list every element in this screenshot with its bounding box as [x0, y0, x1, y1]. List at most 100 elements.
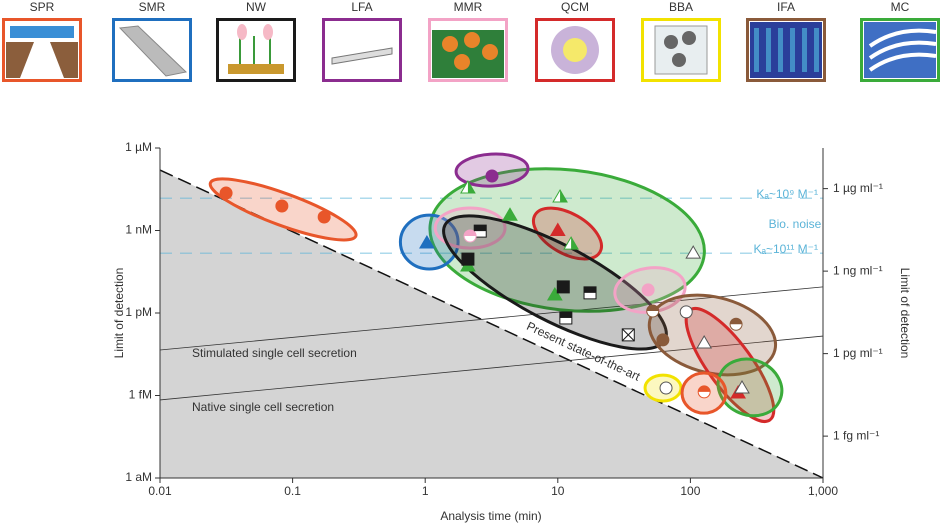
platform-icon	[860, 18, 940, 82]
platform-icon	[428, 18, 508, 82]
icon-shape	[331, 47, 393, 65]
line-label: Kₐ~10¹¹ M⁻¹	[754, 242, 818, 256]
y-tick-label: 1 pM	[125, 305, 152, 319]
marker	[419, 235, 435, 249]
y-tick-label: 1 nM	[125, 223, 152, 237]
marker-half	[698, 385, 711, 392]
platform-icon	[746, 18, 826, 82]
marker-half	[646, 305, 659, 312]
platform-icon	[2, 18, 82, 82]
marker	[659, 381, 673, 395]
platform-label: NW	[246, 0, 267, 14]
icon-shape	[263, 24, 273, 40]
marker	[317, 210, 331, 224]
y-tick-label: 1 fM	[129, 388, 152, 402]
marker-half	[571, 237, 579, 250]
line-label: Kₐ~10⁹ M⁻¹	[756, 187, 818, 201]
marker-cross	[621, 328, 635, 342]
point	[219, 186, 233, 200]
marker-half	[730, 318, 743, 325]
platform-label: SPR	[30, 0, 55, 14]
marker	[502, 207, 518, 221]
x-tick-label: 10	[551, 484, 565, 498]
y-tick-label: 1 µM	[125, 140, 152, 154]
icon-shape	[868, 52, 937, 72]
marker	[696, 335, 713, 349]
platform-icon	[641, 18, 721, 82]
platform-label: BBA	[669, 0, 693, 14]
marker	[461, 252, 475, 266]
platform-icon	[112, 18, 192, 82]
point	[646, 304, 660, 318]
marker	[275, 199, 289, 213]
marker-half	[464, 230, 477, 237]
point	[583, 286, 597, 300]
point	[549, 222, 566, 236]
y2-tick-label: 1 pg ml⁻¹	[833, 346, 883, 360]
platform-label: QCM	[561, 0, 589, 14]
icon-shape	[790, 28, 795, 72]
marker	[734, 380, 750, 394]
point	[696, 335, 713, 349]
point-layer	[219, 169, 750, 399]
point	[461, 252, 475, 266]
point	[697, 385, 711, 399]
marker	[556, 280, 570, 294]
icon-shape	[442, 36, 458, 52]
icon-shape	[868, 28, 937, 48]
y2-tick-label: 1 fg ml⁻¹	[833, 428, 879, 442]
icon-shape	[563, 38, 587, 62]
icon-shape	[814, 28, 819, 72]
point	[546, 287, 563, 301]
icon-shape	[464, 32, 480, 48]
icon-shape	[778, 28, 783, 72]
point	[679, 305, 693, 319]
point	[734, 380, 750, 394]
marker-half	[560, 189, 568, 202]
icon-shape	[682, 31, 696, 45]
marker-half	[559, 311, 572, 318]
platform-label: IFA	[777, 0, 795, 14]
y-tick-label: 1 aM	[125, 470, 152, 484]
point	[656, 333, 670, 347]
region	[428, 167, 706, 313]
y2-tick-label: 1 ng ml⁻¹	[833, 263, 883, 277]
icon-shape	[6, 42, 34, 78]
point	[659, 381, 673, 395]
point	[685, 245, 702, 259]
point	[419, 235, 435, 249]
platform-icon	[535, 18, 615, 82]
x-tick-label: 1,000	[808, 484, 838, 498]
icon-shape	[766, 28, 771, 72]
x-tick-label: 0.1	[284, 484, 301, 498]
icon-shape	[750, 22, 822, 78]
y2-axis-label: Limit of detection	[898, 268, 912, 359]
marker	[485, 169, 499, 183]
region	[716, 357, 784, 418]
x-tick-label: 1	[422, 484, 429, 498]
point	[317, 210, 331, 224]
platform-icon	[216, 18, 296, 82]
icon-shape	[482, 44, 498, 60]
point	[641, 283, 655, 297]
icon-shape	[664, 35, 678, 49]
point	[275, 199, 289, 213]
point	[460, 180, 476, 194]
point	[552, 188, 568, 203]
platform-icon	[322, 18, 402, 82]
icon-shape	[802, 28, 807, 72]
line-label: Native single cell secretion	[192, 400, 334, 414]
icon-shape	[228, 64, 284, 74]
x-axis-label: Analysis time (min)	[440, 509, 541, 523]
y-axis-label: Limit of detection	[112, 268, 126, 359]
point	[563, 236, 579, 250]
line-label: Stimulated single cell secretion	[192, 346, 357, 360]
icon-shape	[237, 24, 247, 40]
marker	[549, 222, 566, 236]
platform-label: LFA	[351, 0, 372, 14]
icon-shape	[672, 53, 686, 67]
icon-shape	[50, 42, 78, 78]
icon-shape	[118, 25, 188, 77]
marker-half	[467, 181, 475, 194]
